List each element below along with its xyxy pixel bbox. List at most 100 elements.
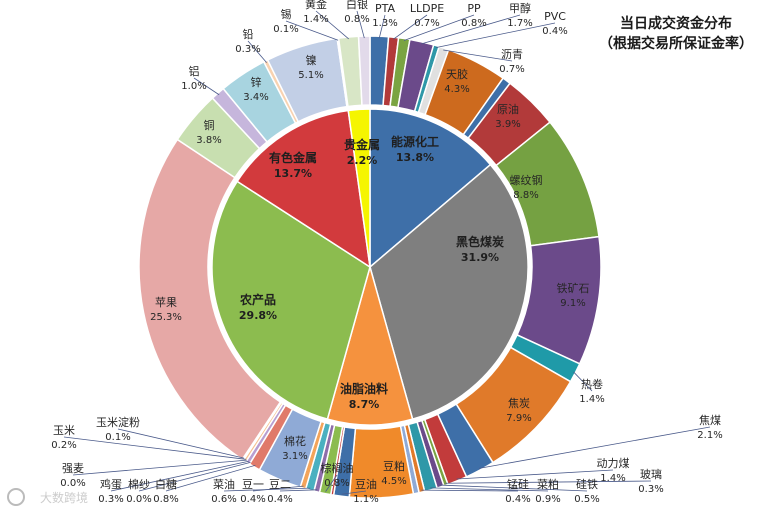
outer-label-pct-1: 0.7% — [414, 18, 439, 29]
leader-line-14 — [445, 480, 652, 484]
leader-line-25 — [165, 464, 256, 492]
inner-label-pct-2: 8.7% — [349, 398, 380, 411]
leader-line-29 — [63, 436, 246, 460]
outer-label-pct-9: 9.1% — [560, 298, 585, 309]
leader-line-21 — [279, 489, 318, 492]
outer-label-name-27: 鸡蛋 — [100, 477, 122, 491]
outer-label-name-35: 铅 — [243, 27, 254, 41]
outer-label-pct-19: 1.1% — [353, 494, 378, 505]
outer-label-pct-10: 1.4% — [579, 394, 604, 405]
outer-label-pct-32: 3.8% — [196, 135, 221, 146]
outer-label-name-23: 豆一 — [242, 478, 264, 491]
outer-slice-42 — [357, 35, 371, 106]
outer-label-name-36: 镍 — [306, 53, 317, 67]
outer-label-name-31: 苹果 — [155, 295, 177, 309]
leader-line-16 — [430, 487, 549, 492]
watermark-text: 大数跨境 — [40, 490, 88, 505]
inner-label-group: 能源化工 13.8% 黑色煤炭 31.9% 油脂油料 8.7% 农产品 29.8% 有色金属 13… — [239, 134, 504, 411]
outer-label-name-22: 菜油 — [213, 477, 235, 491]
chart-title-box: 当日成交资金分布 （根据交易所保证金率） — [581, 14, 771, 54]
outer-label-name-28: 强麦 — [62, 462, 84, 475]
chart-subtitle: （根据交易所保证金率） — [599, 36, 753, 52]
outer-label-name-4: PVC — [544, 10, 566, 23]
leader-line-15 — [439, 484, 588, 492]
inner-label-name-0: 能源化工 — [391, 134, 439, 149]
inner-label-name-2: 油脂油料 — [340, 381, 388, 396]
outer-label-pct-38: 1.4% — [303, 14, 328, 25]
outer-label-pct-39: 0.8% — [344, 14, 369, 25]
leader-line-33 — [193, 77, 220, 96]
leader-line-38 — [315, 10, 349, 40]
leader-line-39 — [356, 10, 365, 39]
inner-label-name-1: 黑色煤炭 — [456, 234, 504, 249]
outer-label-name-29: 玉米 — [53, 424, 75, 437]
outer-label-pct-5: 0.7% — [499, 64, 524, 75]
outer-label-pct-30: 0.1% — [105, 432, 130, 443]
outer-label-pct-6: 4.3% — [444, 84, 469, 95]
inner-label-name-5: 贵金属 — [344, 137, 380, 152]
leader-line-4 — [435, 22, 556, 49]
outer-label-name-32: 铜 — [204, 118, 215, 132]
chart-title: 当日成交资金分布 — [620, 16, 732, 32]
inner-slice-4 — [236, 109, 371, 269]
outer-label-pct-22: 0.6% — [211, 494, 236, 505]
outer-label-pct-3: 1.7% — [507, 18, 532, 29]
outer-label-name-37: 锡 — [281, 7, 292, 21]
outer-label-pct-11: 7.9% — [506, 413, 531, 424]
outer-label-pct-31: 25.3% — [150, 312, 182, 323]
outer-label-pct-29: 0.2% — [51, 440, 76, 451]
outer-label-name-9: 铁矿石 — [557, 282, 590, 295]
watermark-icon — [7, 488, 25, 506]
outer-label-pct-20: 0.8% — [324, 478, 349, 489]
leader-line-23 — [252, 485, 304, 492]
leader-line-27 — [110, 460, 249, 492]
outer-label-pct-14: 0.3% — [638, 484, 663, 495]
outer-label-pct-27: 0.3% — [98, 494, 123, 505]
leader-line-1 — [393, 14, 428, 40]
outer-label-pct-16: 0.9% — [535, 494, 560, 505]
leader-line-5 — [443, 49, 513, 62]
outer-label-pct-18: 4.5% — [381, 476, 406, 487]
outer-label-pct-2: 0.8% — [461, 18, 486, 29]
outer-label-name-0: PTA — [375, 2, 395, 15]
outer-label-name-30: 玉米淀粉 — [96, 415, 140, 429]
outer-label-name-16: 菜粕 — [537, 477, 559, 491]
inner-slice-0 — [369, 108, 492, 269]
outer-label-pct-0: 1.3% — [372, 18, 397, 29]
leader-line-17 — [421, 489, 519, 492]
leader-line-30 — [117, 428, 245, 459]
inner-ring — [211, 108, 529, 426]
outer-label-name-2: PP — [467, 2, 481, 15]
outer-label-pct-24: 3.1% — [282, 451, 307, 462]
outer-label-pct-33: 1.0% — [181, 81, 206, 92]
outer-label-name-12: 焦煤 — [699, 414, 721, 427]
leader-line-37 — [285, 20, 339, 41]
outer-label-name-21: 豆二 — [269, 478, 291, 491]
inner-label-pct-5: 2.2% — [347, 154, 378, 167]
outer-slice-34 — [138, 138, 282, 461]
outer-label-name-15: 硅铁 — [576, 478, 598, 491]
inner-label-pct-1: 31.9% — [461, 251, 499, 264]
outer-label-pct-15: 0.5% — [574, 494, 599, 505]
outer-label-name-14: 玻璃 — [640, 467, 662, 481]
leader-line-35 — [247, 40, 267, 63]
outer-label-name-3: 甲醇 — [509, 1, 531, 15]
watermark: 大数跨境 — [7, 488, 88, 506]
outer-label-pct-34: 3.4% — [243, 92, 268, 103]
outer-label-name-24: 棉花 — [284, 434, 306, 448]
outer-label-pct-36: 5.1% — [298, 70, 323, 81]
outer-label-name-18: 豆粕 — [383, 459, 405, 473]
outer-label-name-39: 白银 — [346, 0, 368, 11]
outer-label-pct-35: 0.3% — [235, 44, 260, 55]
inner-slice-2 — [326, 264, 414, 426]
inner-label-pct-0: 13.8% — [396, 151, 434, 164]
leader-line-0 — [378, 14, 386, 39]
leader-line-28 — [72, 459, 247, 476]
outer-ring — [138, 35, 602, 499]
outer-label-name-10: 热卷 — [581, 377, 603, 391]
outer-label-name-7: 原油 — [497, 102, 519, 116]
outer-label-name-5: 沥青 — [501, 48, 523, 61]
outer-label-name-34: 锌 — [251, 75, 262, 89]
